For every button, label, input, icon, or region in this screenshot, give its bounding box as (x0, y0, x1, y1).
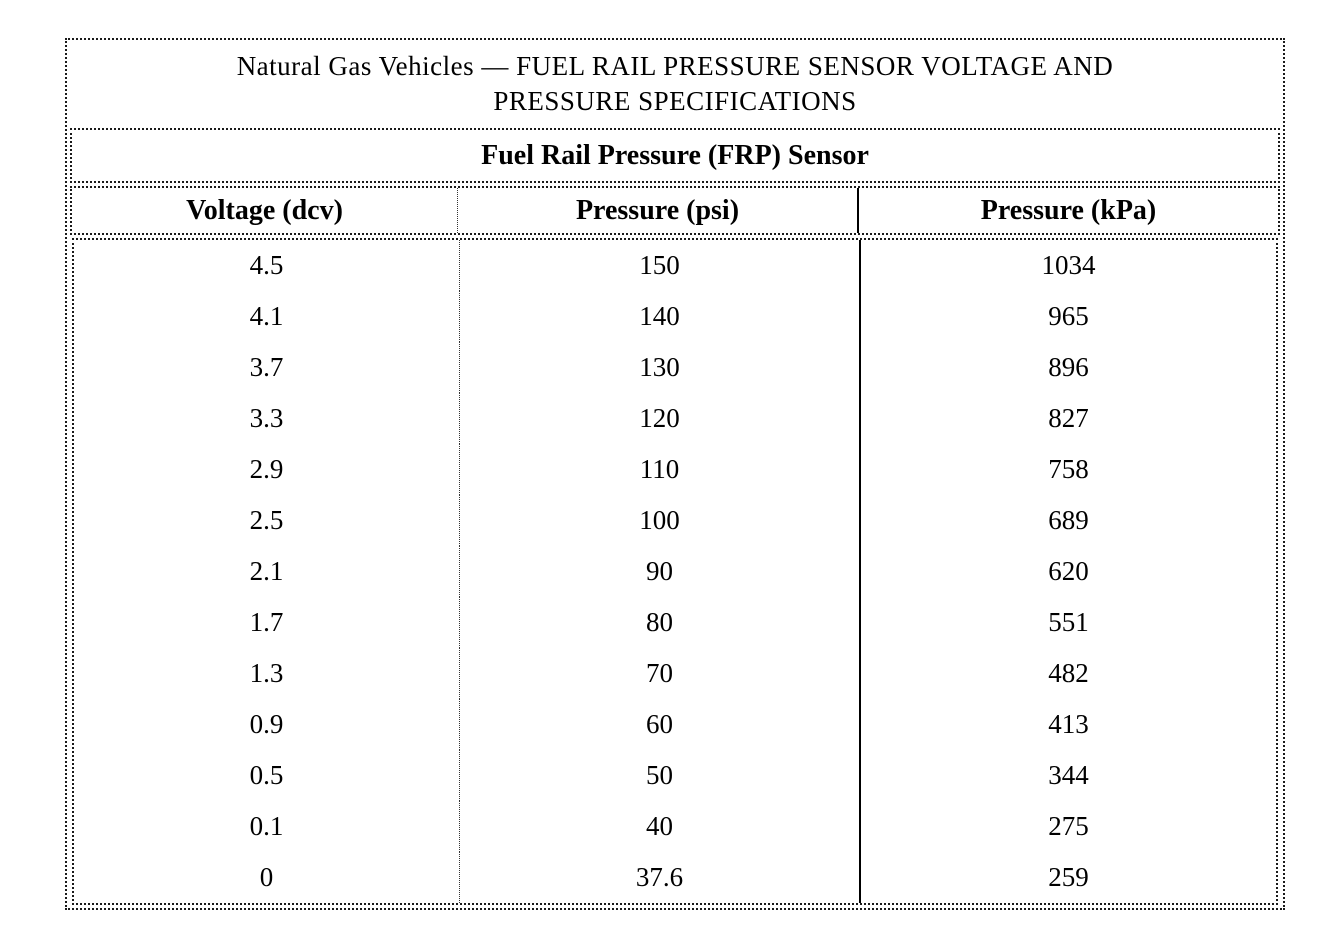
cell-pressure-psi: 50 (459, 750, 859, 801)
cell-voltage: 2.1 (249, 556, 284, 586)
column-header-pressure-kpa: Pressure (kPa) (857, 188, 1278, 233)
cell-pressure-psi: 130 (459, 342, 859, 393)
cell-pressure-psi: 60 (459, 699, 859, 750)
cell-pressure-kpa: 413 (859, 699, 1276, 750)
table-row: 2.1 90 620 (74, 546, 1276, 597)
table-title-line1: Natural Gas Vehicles — FUEL RAIL PRESSUR… (236, 51, 1114, 81)
fuel-rail-pressure-spec-table: Natural Gas Vehicles — FUEL RAIL PRESSUR… (65, 38, 1285, 910)
cell-pressure-kpa: 965 (859, 291, 1276, 342)
column-header-voltage: Voltage (dcv) (186, 194, 343, 226)
cell-pressure-kpa: 551 (859, 597, 1276, 648)
cell-voltage: 0.5 (249, 760, 284, 790)
cell-pressure-psi: 100 (459, 495, 859, 546)
cell-pressure-kpa: 1034 (859, 240, 1276, 291)
table-body: 4.5 150 1034 4.1 140 965 3.7 130 896 3.3… (72, 238, 1278, 905)
cell-pressure-psi: 140 (459, 291, 859, 342)
cell-voltage: 0 (259, 862, 274, 892)
table-row: 3.3 120 827 (74, 393, 1276, 444)
table-row: 0.9 60 413 (74, 699, 1276, 750)
table-row: 2.9 110 758 (74, 444, 1276, 495)
cell-pressure-kpa: 344 (859, 750, 1276, 801)
cell-pressure-psi: 150 (459, 240, 859, 291)
cell-pressure-kpa: 689 (859, 495, 1276, 546)
cell-voltage: 1.3 (249, 658, 284, 688)
cell-voltage: 2.9 (249, 454, 284, 484)
table-subtitle: Fuel Rail Pressure (FRP) Sensor (481, 139, 869, 171)
cell-pressure-kpa: 620 (859, 546, 1276, 597)
cell-voltage: 0.1 (249, 811, 284, 841)
cell-voltage: 1.7 (249, 607, 284, 637)
cell-voltage: 0.9 (249, 709, 284, 739)
table-row: 4.1 140 965 (74, 291, 1276, 342)
cell-pressure-psi: 40 (459, 801, 859, 852)
table-row: 0.1 40 275 (74, 801, 1276, 852)
table-row: 3.7 130 896 (74, 342, 1276, 393)
cell-pressure-kpa: 896 (859, 342, 1276, 393)
cell-pressure-kpa: 758 (859, 444, 1276, 495)
cell-pressure-kpa: 482 (859, 648, 1276, 699)
table-row: 1.3 70 482 (74, 648, 1276, 699)
table-row: 0.5 50 344 (74, 750, 1276, 801)
column-header-pressure-psi: Pressure (psi) (457, 188, 857, 233)
cell-voltage: 2.5 (249, 505, 284, 535)
cell-pressure-kpa: 827 (859, 393, 1276, 444)
cell-voltage: 3.3 (249, 403, 284, 433)
table-title: Natural Gas Vehicles — FUEL RAIL PRESSUR… (67, 40, 1283, 128)
cell-pressure-psi: 120 (459, 393, 859, 444)
cell-voltage: 4.1 (249, 301, 284, 331)
table-row: 4.5 150 1034 (74, 240, 1276, 291)
cell-pressure-psi: 90 (459, 546, 859, 597)
cell-pressure-psi: 70 (459, 648, 859, 699)
cell-voltage: 3.7 (249, 352, 284, 382)
cell-pressure-psi: 80 (459, 597, 859, 648)
cell-pressure-kpa: 259 (859, 852, 1276, 903)
table-title-line2: PRESSURE SPECIFICATIONS (493, 86, 857, 116)
cell-voltage: 4.5 (249, 250, 284, 280)
cell-pressure-kpa: 275 (859, 801, 1276, 852)
table-row: 0 37.6 259 (74, 852, 1276, 903)
table-row: 1.7 80 551 (74, 597, 1276, 648)
table-subtitle-band: Fuel Rail Pressure (FRP) Sensor (70, 128, 1280, 183)
table-header-row: Voltage (dcv) Pressure (psi) Pressure (k… (70, 186, 1280, 235)
table-row: 2.5 100 689 (74, 495, 1276, 546)
cell-pressure-psi: 37.6 (459, 852, 859, 903)
cell-pressure-psi: 110 (459, 444, 859, 495)
